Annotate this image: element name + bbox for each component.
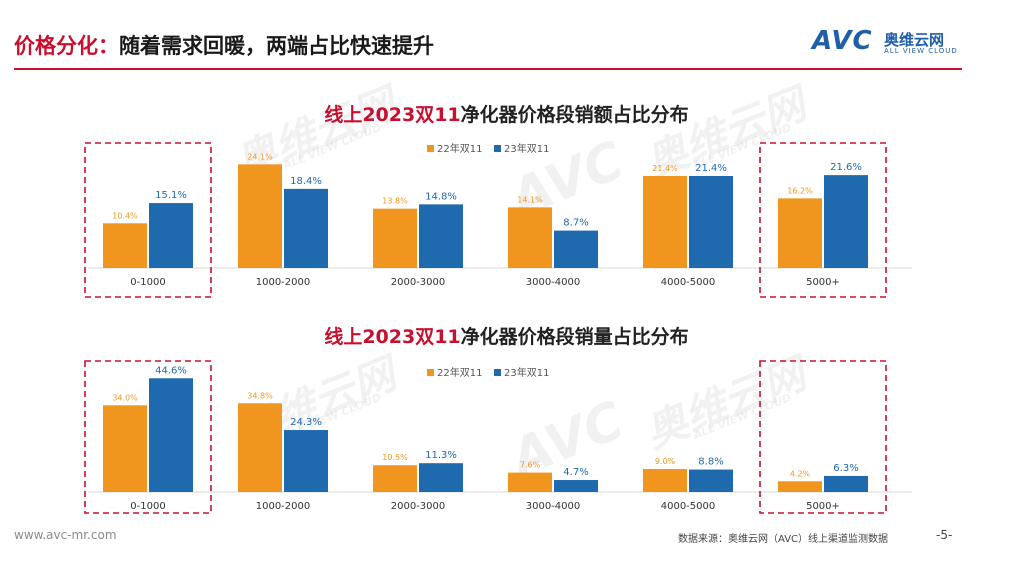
data-label: 21.4% [652, 164, 678, 173]
bar [554, 480, 598, 492]
data-label: 13.8% [382, 197, 408, 206]
data-label: 10.5% [382, 453, 408, 462]
tick-label: 2000-3000 [391, 501, 446, 512]
logo-cn-text: 奥维云网 [884, 31, 945, 49]
data-label: 6.3% [833, 463, 858, 474]
bar [508, 472, 552, 492]
data-label: 21.4% [695, 163, 727, 174]
footer-source: 数据来源：奥维云网（AVC）线上渠道监测数据 [678, 534, 889, 545]
footer-url: www.avc-mr.com [14, 528, 117, 542]
chart1-svg: 22年双11 23年双11 10.4% 15.1% 0-1000 24.1% 18.4% 10… [84, 142, 912, 298]
logo-en-text: ALL VIEW CLOUD [884, 47, 958, 55]
legend-label: 23年双11 [504, 366, 549, 379]
bar [284, 188, 328, 268]
bar [284, 430, 328, 492]
bar [689, 175, 733, 268]
data-label: 10.4% [112, 211, 138, 220]
legend-label: 22年双11 [437, 366, 482, 379]
legend-swatch [427, 369, 434, 376]
data-label: 18.4% [290, 176, 322, 187]
data-label: 15.1% [155, 190, 187, 201]
legend-swatch [494, 369, 501, 376]
tick-label: 4000-5000 [661, 501, 716, 512]
data-label: 7.6% [520, 461, 541, 470]
bar [778, 481, 822, 492]
data-label: 34.8% [247, 391, 273, 400]
bar [103, 223, 147, 268]
page-number: -5- [936, 528, 953, 542]
highlight-box [759, 142, 887, 298]
tick-label: 2000-3000 [391, 277, 446, 288]
tick-label: 1000-2000 [256, 501, 311, 512]
data-label: 14.1% [517, 195, 543, 204]
tick-label: 5000+ [806, 501, 840, 512]
page-title: 价格分化：随着需求回暖，两端占比快速提升 [14, 30, 434, 60]
data-label: 8.7% [563, 218, 588, 229]
bar [824, 475, 868, 492]
bar [554, 230, 598, 268]
bar [149, 378, 193, 492]
bar [373, 465, 417, 492]
avc-logo: AVC 奥维云网 ALL VIEW CLOUD [812, 26, 972, 60]
tick-label: 0-1000 [130, 277, 165, 288]
data-label: 24.3% [290, 417, 322, 428]
bar [238, 164, 282, 268]
data-label: 44.6% [155, 365, 187, 376]
data-label: 8.8% [698, 457, 723, 468]
highlight-box [759, 360, 887, 514]
data-label: 21.6% [830, 162, 862, 173]
bar [419, 204, 463, 268]
tick-label: 0-1000 [130, 501, 165, 512]
chart1-title: 线上2023双11净化器价格段销额占比分布 [324, 104, 689, 126]
tick-label: 3000-4000 [526, 501, 581, 512]
highlight-box [84, 142, 212, 298]
data-label: 4.2% [790, 469, 811, 478]
bar [238, 403, 282, 492]
page-title-rest: 随着需求回暖，两端占比快速提升 [119, 34, 434, 58]
bar [689, 469, 733, 492]
legend-label: 22年双11 [437, 142, 482, 155]
bar [643, 175, 687, 268]
tick-label: 1000-2000 [256, 277, 311, 288]
legend-label: 23年双11 [504, 142, 549, 155]
legend-swatch [494, 145, 501, 152]
bar [643, 469, 687, 492]
chart2-title: 线上2023双11净化器价格段销量占比分布 [324, 326, 689, 348]
data-label: 24.1% [247, 152, 273, 161]
data-label: 9.0% [655, 457, 676, 466]
data-label: 4.7% [563, 467, 588, 478]
tick-label: 4000-5000 [661, 277, 716, 288]
bar [824, 175, 868, 268]
data-label: 11.3% [425, 450, 457, 461]
logo-avc-text: AVC [812, 26, 873, 56]
tick-label: 3000-4000 [526, 277, 581, 288]
chart2-svg: 22年双11 23年双11 34.0% 44.6% 0-1000 34.8% 24.3% 10… [84, 360, 912, 514]
bar [419, 463, 463, 492]
data-label: 34.0% [112, 393, 138, 402]
bar [373, 208, 417, 268]
legend-swatch [427, 145, 434, 152]
header-divider [14, 68, 962, 70]
bar [103, 405, 147, 492]
highlight-box [84, 360, 212, 514]
data-label: 14.8% [425, 191, 457, 202]
tick-label: 5000+ [806, 277, 840, 288]
data-label: 16.2% [787, 186, 813, 195]
bar [149, 203, 193, 268]
bar [778, 198, 822, 268]
page-title-prefix: 价格分化： [14, 34, 119, 58]
bar [508, 207, 552, 268]
